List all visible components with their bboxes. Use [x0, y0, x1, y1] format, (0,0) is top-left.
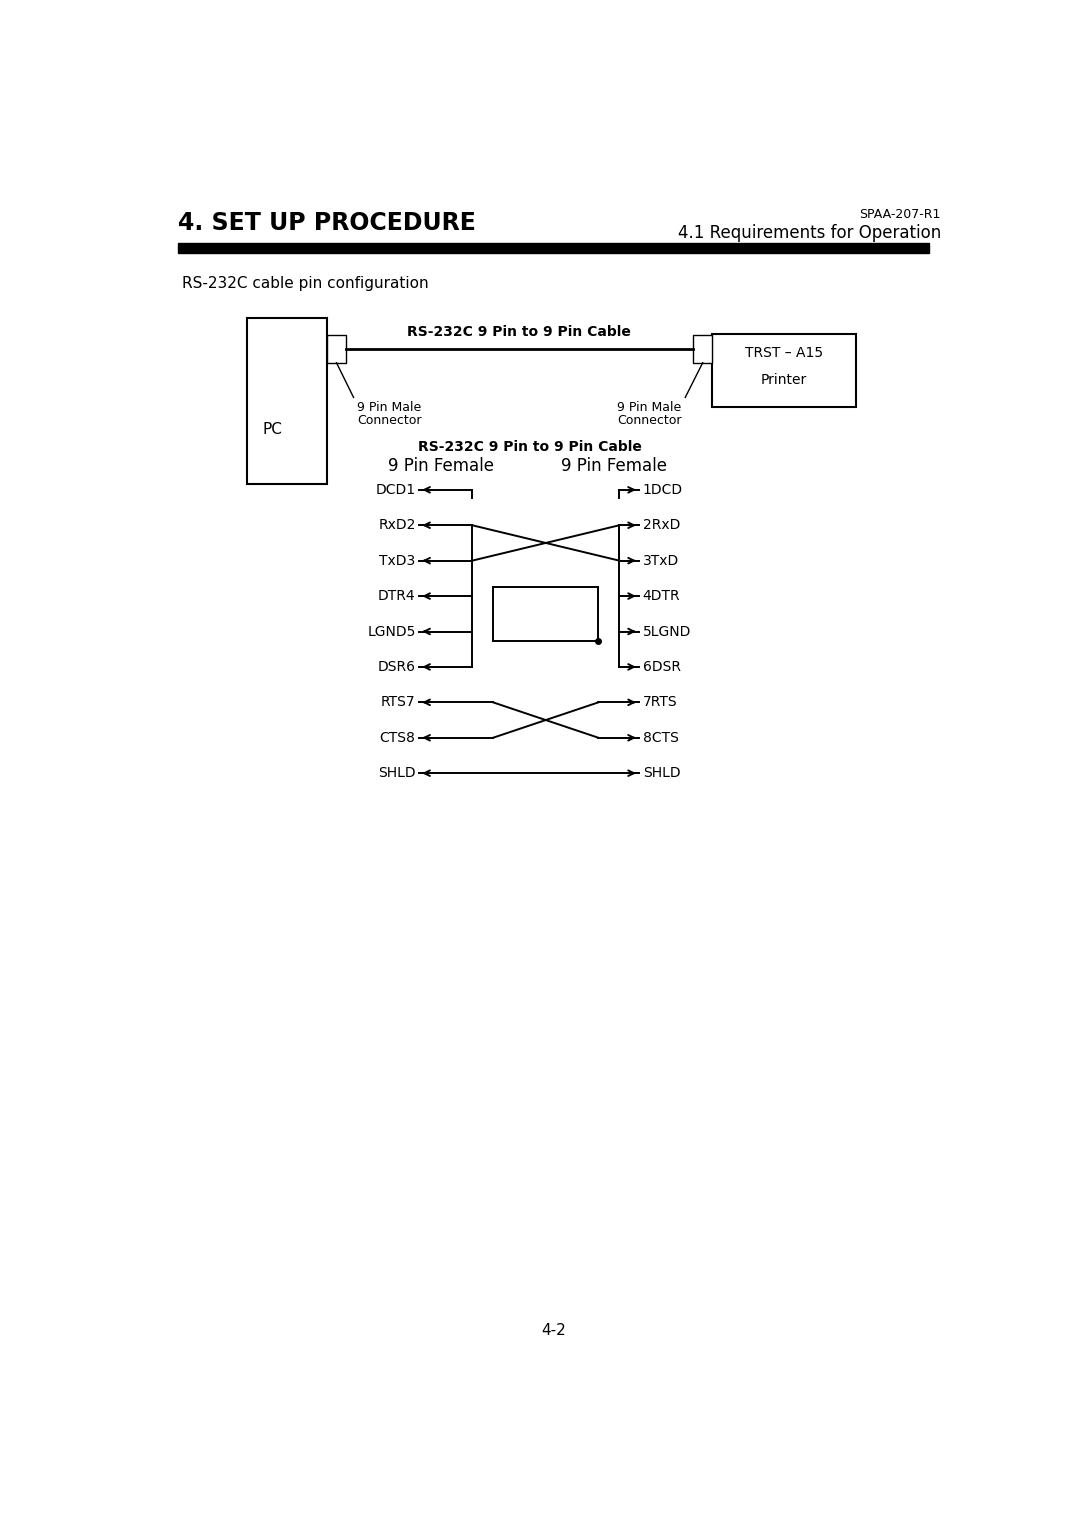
- Text: 8CTS: 8CTS: [643, 730, 678, 744]
- Text: 9 Pin Female: 9 Pin Female: [388, 457, 495, 475]
- Text: 5LGND: 5LGND: [643, 625, 691, 639]
- Text: Connector: Connector: [617, 414, 681, 428]
- Text: PC: PC: [262, 422, 283, 437]
- Text: SHLD: SHLD: [378, 766, 416, 781]
- Text: DTR4: DTR4: [378, 590, 416, 604]
- Text: 4DTR: 4DTR: [643, 590, 680, 604]
- Text: 9 Pin Male: 9 Pin Male: [617, 402, 681, 414]
- Text: 3TxD: 3TxD: [643, 553, 679, 568]
- Bar: [713, 333, 855, 406]
- Text: Connector: Connector: [357, 414, 422, 428]
- Text: 9 Pin Male: 9 Pin Male: [357, 402, 421, 414]
- Text: 2RxD: 2RxD: [643, 518, 680, 532]
- Bar: [247, 318, 327, 484]
- Text: RS-232C cable pin configuration: RS-232C cable pin configuration: [181, 275, 428, 290]
- Text: Printer: Printer: [761, 373, 807, 387]
- Text: SHLD: SHLD: [643, 766, 680, 781]
- Text: RS-232C 9 Pin to 9 Pin Cable: RS-232C 9 Pin to 9 Pin Cable: [418, 440, 643, 454]
- Text: TxD3: TxD3: [379, 553, 416, 568]
- Text: 1DCD: 1DCD: [643, 483, 683, 497]
- Bar: [327, 335, 346, 362]
- Text: 9 Pin Female: 9 Pin Female: [561, 457, 667, 475]
- Text: DSR6: DSR6: [378, 660, 416, 674]
- Bar: [693, 335, 713, 362]
- Text: 4. SET UP PROCEDURE: 4. SET UP PROCEDURE: [177, 211, 475, 235]
- Text: RxD2: RxD2: [378, 518, 416, 532]
- Text: 7RTS: 7RTS: [643, 695, 677, 709]
- Text: 4.1 Requirements for Operation: 4.1 Requirements for Operation: [678, 225, 941, 243]
- Text: CTS8: CTS8: [380, 730, 416, 744]
- Text: TRST – A15: TRST – A15: [745, 345, 823, 359]
- Text: RS-232C 9 Pin to 9 Pin Cable: RS-232C 9 Pin to 9 Pin Cable: [407, 325, 632, 339]
- Bar: [177, 243, 930, 252]
- Text: SPAA-207-R1: SPAA-207-R1: [860, 208, 941, 220]
- Text: RTS7: RTS7: [381, 695, 416, 709]
- Text: 4-2: 4-2: [541, 1323, 566, 1339]
- Text: 6DSR: 6DSR: [643, 660, 680, 674]
- Text: LGND5: LGND5: [367, 625, 416, 639]
- Text: DCD1: DCD1: [376, 483, 416, 497]
